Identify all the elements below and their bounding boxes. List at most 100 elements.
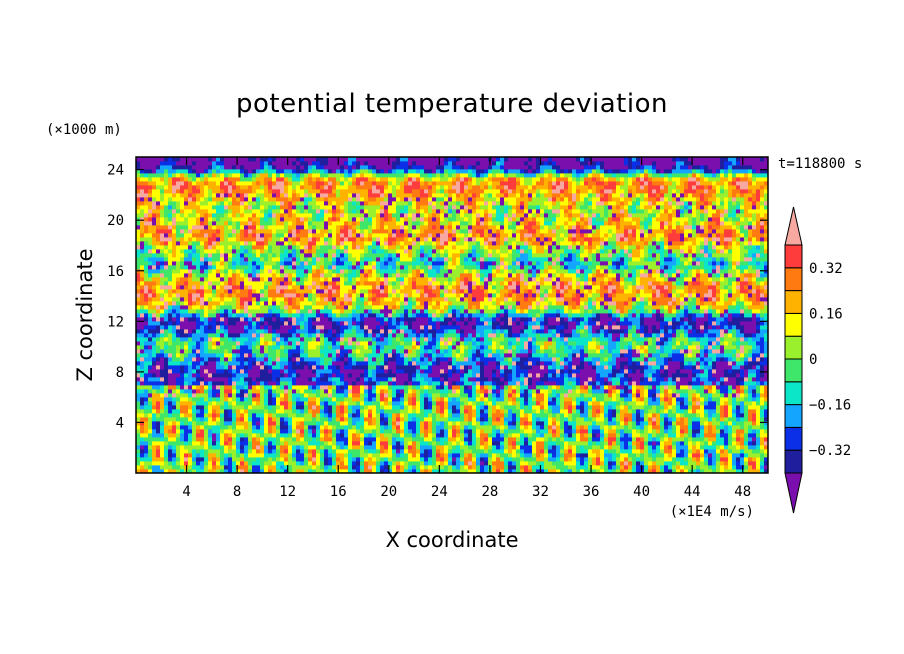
field-cell — [712, 369, 716, 373]
field-cell — [248, 401, 252, 405]
field-cell — [276, 461, 280, 465]
field-cell — [444, 401, 448, 405]
field-cell — [268, 433, 272, 437]
field-cell — [248, 353, 252, 357]
field-cell — [316, 357, 320, 361]
field-cell — [684, 433, 688, 437]
field-cell — [504, 397, 508, 401]
field-cell — [216, 369, 220, 373]
field-cell — [428, 377, 432, 381]
field-cell — [328, 465, 332, 469]
field-cell — [608, 425, 612, 429]
field-cell — [304, 421, 308, 425]
field-cell — [320, 373, 324, 377]
field-cell — [692, 405, 696, 409]
field-cell — [340, 389, 344, 393]
field-cell — [468, 409, 472, 413]
field-cell — [276, 417, 280, 421]
field-cell — [448, 433, 452, 437]
field-cell — [636, 429, 640, 433]
field-cell — [272, 401, 276, 405]
field-cell — [496, 465, 500, 469]
field-cell — [728, 409, 732, 413]
field-cell — [584, 397, 588, 401]
field-cell — [412, 401, 416, 405]
field-cell — [164, 405, 168, 409]
field-cell — [296, 385, 300, 389]
field-cell — [256, 429, 260, 433]
field-cell — [516, 385, 520, 389]
field-cell — [440, 381, 444, 385]
field-cell — [624, 445, 628, 449]
field-cell — [264, 393, 268, 397]
field-cell — [432, 381, 436, 385]
field-cell — [340, 465, 344, 469]
field-cell — [440, 385, 444, 389]
field-cell — [252, 449, 256, 453]
field-cell — [540, 361, 544, 365]
field-cell — [524, 409, 528, 413]
field-cell — [652, 417, 656, 421]
field-cell — [688, 393, 692, 397]
field-cell — [244, 381, 248, 385]
field-cell — [264, 465, 268, 469]
field-cell — [256, 453, 260, 457]
field-cell — [360, 345, 364, 349]
field-cell — [388, 381, 392, 385]
field-cell — [704, 365, 708, 369]
field-cell — [568, 405, 572, 409]
field-cell — [396, 369, 400, 373]
field-cell — [612, 433, 616, 437]
field-cell — [448, 417, 452, 421]
field-cell — [420, 385, 424, 389]
field-cell — [236, 449, 240, 453]
field-cell — [696, 425, 700, 429]
field-cell — [304, 465, 308, 469]
field-cell — [464, 409, 468, 413]
field-cell — [720, 417, 724, 421]
field-cell — [304, 405, 308, 409]
field-cell — [276, 349, 280, 353]
field-cell — [532, 385, 536, 389]
field-cell — [748, 381, 752, 385]
field-cell — [556, 385, 560, 389]
field-cell — [676, 409, 680, 413]
field-cell — [204, 437, 208, 441]
field-cell — [664, 385, 668, 389]
field-cell — [172, 465, 176, 469]
field-cell — [444, 417, 448, 421]
field-cell — [228, 413, 232, 417]
field-cell — [336, 445, 340, 449]
field-cell — [328, 369, 332, 373]
field-cell — [356, 401, 360, 405]
field-cell — [388, 369, 392, 373]
field-cell — [636, 393, 640, 397]
field-cell — [580, 385, 584, 389]
field-cell — [400, 445, 404, 449]
field-cell — [156, 397, 160, 401]
field-cell — [268, 345, 272, 349]
field-cell — [504, 373, 508, 377]
field-cell — [380, 449, 384, 453]
field-cell — [392, 425, 396, 429]
field-cell — [232, 393, 236, 397]
field-cell — [620, 389, 624, 393]
field-cell — [608, 457, 612, 461]
field-cell — [232, 361, 236, 365]
field-cell — [484, 373, 488, 377]
field-cell — [156, 349, 160, 353]
field-cell — [152, 353, 156, 357]
field-cell — [624, 349, 628, 353]
field-cell — [324, 365, 328, 369]
field-cell — [676, 417, 680, 421]
field-cell — [180, 357, 184, 361]
field-cell — [248, 429, 252, 433]
field-cell — [548, 461, 552, 465]
field-cell — [740, 429, 744, 433]
field-cell — [628, 393, 632, 397]
field-cell — [376, 389, 380, 393]
field-cell — [540, 429, 544, 433]
field-cell — [336, 345, 340, 349]
field-cell — [196, 365, 200, 369]
field-cell — [744, 445, 748, 449]
